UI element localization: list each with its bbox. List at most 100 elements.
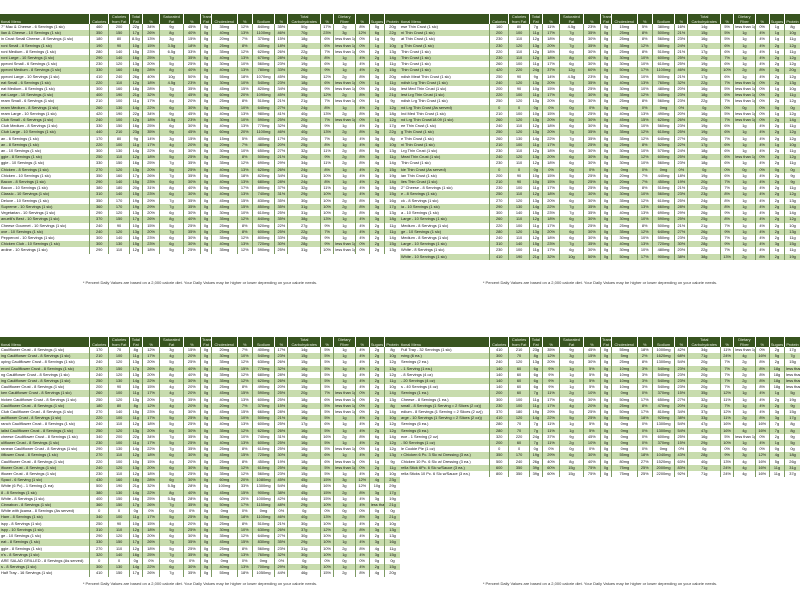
nutrition-value: 190: [89, 42, 109, 49]
table-row: Thin Crust (1 slc) 230 110 12g 18% 6g 30% 0g 30m…: [400, 160, 800, 167]
nutrition-value: 800mg: [251, 234, 275, 242]
nutrition-value: 0g: [599, 402, 612, 410]
nutrition-value: 140: [108, 191, 130, 198]
table-row: Thin Crust (1 slc) 420 220 24g 37% 12g 60% 0g 50…: [400, 67, 800, 74]
nutrition-value: 30%: [582, 234, 601, 242]
nutrition-value: 0%: [636, 433, 653, 441]
nutrition-value: 10g: [128, 42, 143, 49]
nutrition-value: 1g: [333, 216, 356, 223]
nutrition-value: 8%: [320, 166, 334, 173]
nutrition-value: 7g: [159, 539, 184, 546]
nutrition-value: 25%: [582, 222, 601, 229]
nutrition-value: 640mg: [251, 104, 275, 111]
nutrition-value: 2g: [768, 216, 785, 223]
nutrition-value: 0%: [754, 92, 770, 99]
nutrition-value: 35%: [582, 30, 601, 37]
nutrition-value: 17%: [141, 98, 160, 105]
nutrition-value: less than 1g: [333, 390, 356, 397]
nutrition-value: 19%: [674, 179, 688, 186]
nutrition-value: 20g: [384, 73, 400, 80]
nutrition-value: 90: [508, 172, 530, 180]
nutrition-value: 0g: [199, 495, 212, 503]
menu-item-name: Cauliflower Crust - 8 Servings (1 slc): [0, 384, 90, 391]
nutrition-value: 820mg: [251, 86, 275, 93]
table-row: ream Medium - 8 Servings (1 slc) 260 130 14…: [0, 104, 400, 111]
menu-item-name: - 8 Servings (4 oz): [400, 371, 490, 379]
nutrition-value: 0%: [541, 166, 560, 173]
nutrition-value: 1g: [368, 117, 385, 124]
table-row: Servings (6 ea.) 280 70 7g 11% 1g 5% 0g 0mg 0% 130…: [400, 427, 800, 434]
table-row: eat - 8 Servings (1 slc) 330 150 17g 26% 7g 35…: [0, 539, 400, 546]
nutrition-value: 11g: [784, 92, 800, 99]
nutrition-value: 21g: [384, 502, 400, 509]
nutrition-value: 6g: [559, 191, 584, 198]
nutrition-value: 21g: [687, 222, 721, 229]
nutrition-value: 12%: [236, 247, 253, 254]
nutrition-value: 150: [108, 539, 130, 546]
nutrition-value: 1100mg: [251, 129, 275, 136]
nutrition-value: 17g: [687, 42, 721, 49]
nutrition-value: 15g: [128, 241, 143, 248]
nutrition-value: 1g: [333, 191, 356, 198]
table-row: Thin Crust (1 slc) 220 110 12g 18% 6g 30% 0g 25m…: [400, 48, 800, 56]
nutrition-value: 1g: [333, 67, 356, 74]
nutrition-value: 150: [108, 495, 130, 503]
nutrition-value: 0%: [754, 24, 770, 31]
nutrition-value: 0g: [599, 160, 612, 167]
nutrition-value: 29%: [141, 197, 160, 204]
nutrition-value: 0g: [599, 253, 612, 260]
menu-item-name: ggie - 10 Servings (1 slc): [0, 160, 90, 167]
nutrition-value: 0g: [599, 458, 612, 465]
nutrition-value: 1g: [733, 61, 756, 68]
nutrition-value: 13g: [128, 427, 143, 434]
nutrition-value: 32%: [541, 253, 560, 260]
nutrition-value: 0%: [754, 433, 770, 441]
nutrition-value: 18%: [541, 36, 560, 43]
table-row: ove - 10 Servings (1 slc) 240 120 13g 20% 7g 3…: [0, 228, 400, 235]
nutrition-value: 2g: [368, 378, 385, 385]
column-header: Protein: [384, 337, 400, 347]
nutrition-value: 38g: [687, 253, 721, 260]
table-row: ken Cauliflower Crust - 8 Servings (1 sl…: [0, 390, 400, 397]
nutrition-value: 16g: [287, 402, 321, 410]
nutrition-value: 3g: [368, 154, 385, 161]
nutrition-value: 690mg: [251, 160, 275, 167]
table-row: Ham - 8 Servings (1 slc) 340 100 11g 17% 5g 25…: [0, 514, 400, 521]
nutrition-value: 0%: [636, 166, 653, 173]
nutrition-value: 11%: [320, 185, 334, 192]
nutrition-value: 4g: [159, 458, 184, 465]
nutrition-value: 8%: [354, 73, 370, 80]
nutrition-value: 7g: [159, 55, 184, 62]
nutrition-value: 25%: [274, 446, 288, 453]
nutrition-value: 2g: [768, 191, 785, 198]
nutrition-value: 240: [108, 73, 130, 80]
nutrition-value: 100: [108, 514, 130, 521]
nutrition-value: 200: [108, 24, 130, 31]
nutrition-value: 1g: [333, 166, 356, 173]
nutrition-value: 200: [489, 390, 509, 397]
nutrition-value: 18g: [768, 365, 785, 372]
menu-item-name: ece - 1 Serving (2 oz): [400, 433, 490, 441]
nutrition-value: 0g: [199, 55, 212, 62]
nutrition-value: 14g: [784, 210, 800, 217]
nutrition-value: 35%: [582, 241, 601, 248]
table-row: eroni Cauliflower Crust - 8 Servings (1 …: [0, 365, 400, 372]
nutrition-value: 7%: [720, 378, 734, 385]
menu-item-name: Medium - 8 Servings (1 slc): [400, 234, 490, 242]
nutrition-table: tional Menu Calories Calories from Fat Tota…: [0, 14, 400, 254]
nutrition-value: 25mg: [611, 98, 638, 105]
column-header: %: [354, 337, 370, 347]
nutrition-value: 15g: [384, 551, 400, 558]
column-header: Cholesterol: [611, 337, 638, 347]
nutrition-value: 0g: [199, 545, 212, 552]
nutrition-value: 90: [508, 73, 530, 80]
nutrition-value: 3g: [368, 539, 385, 546]
nutrition-value: 23%: [182, 79, 201, 87]
nutrition-value: 1g: [333, 228, 356, 235]
nutrition-value: 34g: [687, 347, 721, 354]
column-header: Protein: [384, 14, 400, 24]
nutrition-value: 15%: [320, 495, 334, 503]
nutrition-value: 2g: [368, 402, 385, 410]
nutrition-value: 40%: [182, 489, 201, 496]
nutrition-value: 4%: [354, 61, 370, 68]
